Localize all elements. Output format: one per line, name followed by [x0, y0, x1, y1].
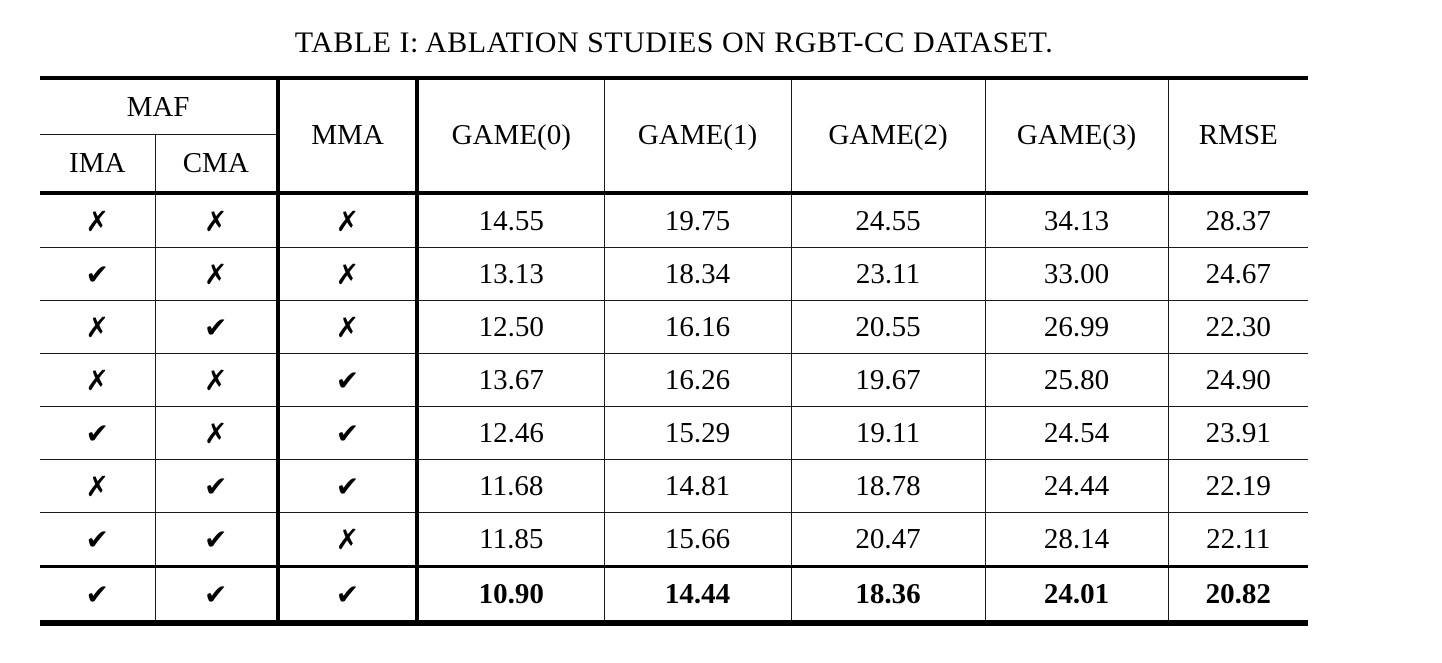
- check-icon: ✔: [40, 565, 156, 624]
- cross-icon: ✗: [40, 459, 156, 513]
- check-icon: ✔: [278, 565, 420, 624]
- table-caption: TABLE I: ABLATION STUDIES ON RGBT-CC DAT…: [294, 26, 1054, 59]
- header-row-group: MAF MMA GAME(0) GAME(1) GAME(2) GAME(3) …: [40, 78, 1309, 195]
- table-row: ✗ ✔ ✗ 12.50 16.16 20.55 26.99 22.30: [40, 300, 1309, 354]
- ablation-table: MAF MMA GAME(0) GAME(1) GAME(2) GAME(3) …: [40, 76, 1309, 626]
- value-cell: 14.44: [604, 565, 792, 624]
- value-cell: 19.67: [791, 353, 986, 407]
- value-cell: 20.47: [791, 512, 986, 567]
- value-cell: 22.19: [1168, 459, 1309, 513]
- header-game0: GAME(0): [417, 78, 605, 195]
- value-cell: 11.68: [417, 459, 605, 513]
- cross-icon: ✗: [278, 247, 420, 301]
- header-mma: MMA: [278, 78, 420, 195]
- cross-icon: ✗: [155, 353, 281, 407]
- value-cell: 13.13: [417, 247, 605, 301]
- header-ima: IMA: [40, 134, 156, 195]
- check-icon: ✔: [155, 565, 281, 624]
- value-cell: 12.50: [417, 300, 605, 354]
- check-icon: ✔: [155, 459, 281, 513]
- value-cell: 19.75: [604, 193, 792, 248]
- check-icon: ✔: [40, 512, 156, 567]
- table-row: ✔ ✗ ✗ 13.13 18.34 23.11 33.00 24.67: [40, 247, 1309, 301]
- value-cell: 20.55: [791, 300, 986, 354]
- check-icon: ✔: [278, 459, 420, 513]
- value-cell: 24.90: [1168, 353, 1309, 407]
- cross-icon: ✗: [155, 247, 281, 301]
- cross-icon: ✗: [40, 300, 156, 354]
- value-cell: 14.81: [604, 459, 792, 513]
- header-row-sub: IMA CMA: [40, 134, 1308, 195]
- table-row: ✔ ✗ ✔ 12.46 15.29 19.11 24.54 23.91: [40, 406, 1309, 460]
- value-cell: 24.67: [1168, 247, 1309, 301]
- table-row: ✗ ✗ ✔ 13.67 16.26 19.67 25.80 24.90: [40, 353, 1309, 407]
- value-cell: 13.67: [417, 353, 605, 407]
- cross-icon: ✗: [278, 512, 420, 567]
- header-game1: GAME(1): [604, 78, 792, 195]
- value-cell: 15.66: [604, 512, 792, 567]
- value-cell: 18.36: [791, 565, 986, 624]
- value-cell: 19.11: [791, 406, 986, 460]
- value-cell: 25.80: [985, 353, 1169, 407]
- value-cell: 15.29: [604, 406, 792, 460]
- value-cell: 20.82: [1168, 565, 1309, 624]
- value-cell: 24.55: [791, 193, 986, 248]
- value-cell: 16.26: [604, 353, 792, 407]
- header-cma: CMA: [155, 134, 281, 195]
- check-icon: ✔: [278, 353, 420, 407]
- header-rmse: RMSE: [1168, 78, 1309, 195]
- value-cell: 28.37: [1168, 193, 1309, 248]
- value-cell: 11.85: [417, 512, 605, 567]
- table-row: ✔ ✔ ✔ 10.90 14.44 18.36 24.01 20.82: [40, 565, 1309, 624]
- check-icon: ✔: [40, 247, 156, 301]
- value-cell: 26.99: [985, 300, 1169, 354]
- value-cell: 28.14: [985, 512, 1169, 567]
- table-row: ✗ ✔ ✔ 11.68 14.81 18.78 24.44 22.19: [40, 459, 1309, 513]
- value-cell: 14.55: [417, 193, 605, 248]
- table-row: ✗ ✗ ✗ 14.55 19.75 24.55 34.13 28.37: [40, 193, 1309, 248]
- value-cell: 23.11: [791, 247, 986, 301]
- check-icon: ✔: [155, 300, 281, 354]
- value-cell: 12.46: [417, 406, 605, 460]
- cross-icon: ✗: [278, 300, 420, 354]
- cross-icon: ✗: [40, 193, 156, 248]
- cross-icon: ✗: [155, 193, 281, 248]
- value-cell: 33.00: [985, 247, 1169, 301]
- check-icon: ✔: [155, 512, 281, 567]
- value-cell: 16.16: [604, 300, 792, 354]
- header-maf: MAF: [40, 78, 281, 135]
- header-game3: GAME(3): [985, 78, 1169, 195]
- value-cell: 18.34: [604, 247, 792, 301]
- value-cell: 18.78: [791, 459, 986, 513]
- value-cell: 23.91: [1168, 406, 1309, 460]
- value-cell: 34.13: [985, 193, 1169, 248]
- cross-icon: ✗: [40, 353, 156, 407]
- table-row: ✔ ✔ ✗ 11.85 15.66 20.47 28.14 22.11: [40, 512, 1309, 567]
- value-cell: 22.30: [1168, 300, 1309, 354]
- table-header: MAF MMA GAME(0) GAME(1) GAME(2) GAME(3) …: [40, 78, 1309, 195]
- value-cell: 24.01: [985, 565, 1169, 624]
- value-cell: 22.11: [1168, 512, 1309, 567]
- cross-icon: ✗: [278, 193, 420, 248]
- check-icon: ✔: [278, 406, 420, 460]
- value-cell: 24.54: [985, 406, 1169, 460]
- value-cell: 24.44: [985, 459, 1169, 513]
- cross-icon: ✗: [155, 406, 281, 460]
- check-icon: ✔: [40, 406, 156, 460]
- header-game2: GAME(2): [791, 78, 986, 195]
- table-body: ✗ ✗ ✗ 14.55 19.75 24.55 34.13 28.37 ✔ ✗ ✗ 13.13 18.3…: [40, 193, 1309, 624]
- value-cell: 10.90: [417, 565, 605, 624]
